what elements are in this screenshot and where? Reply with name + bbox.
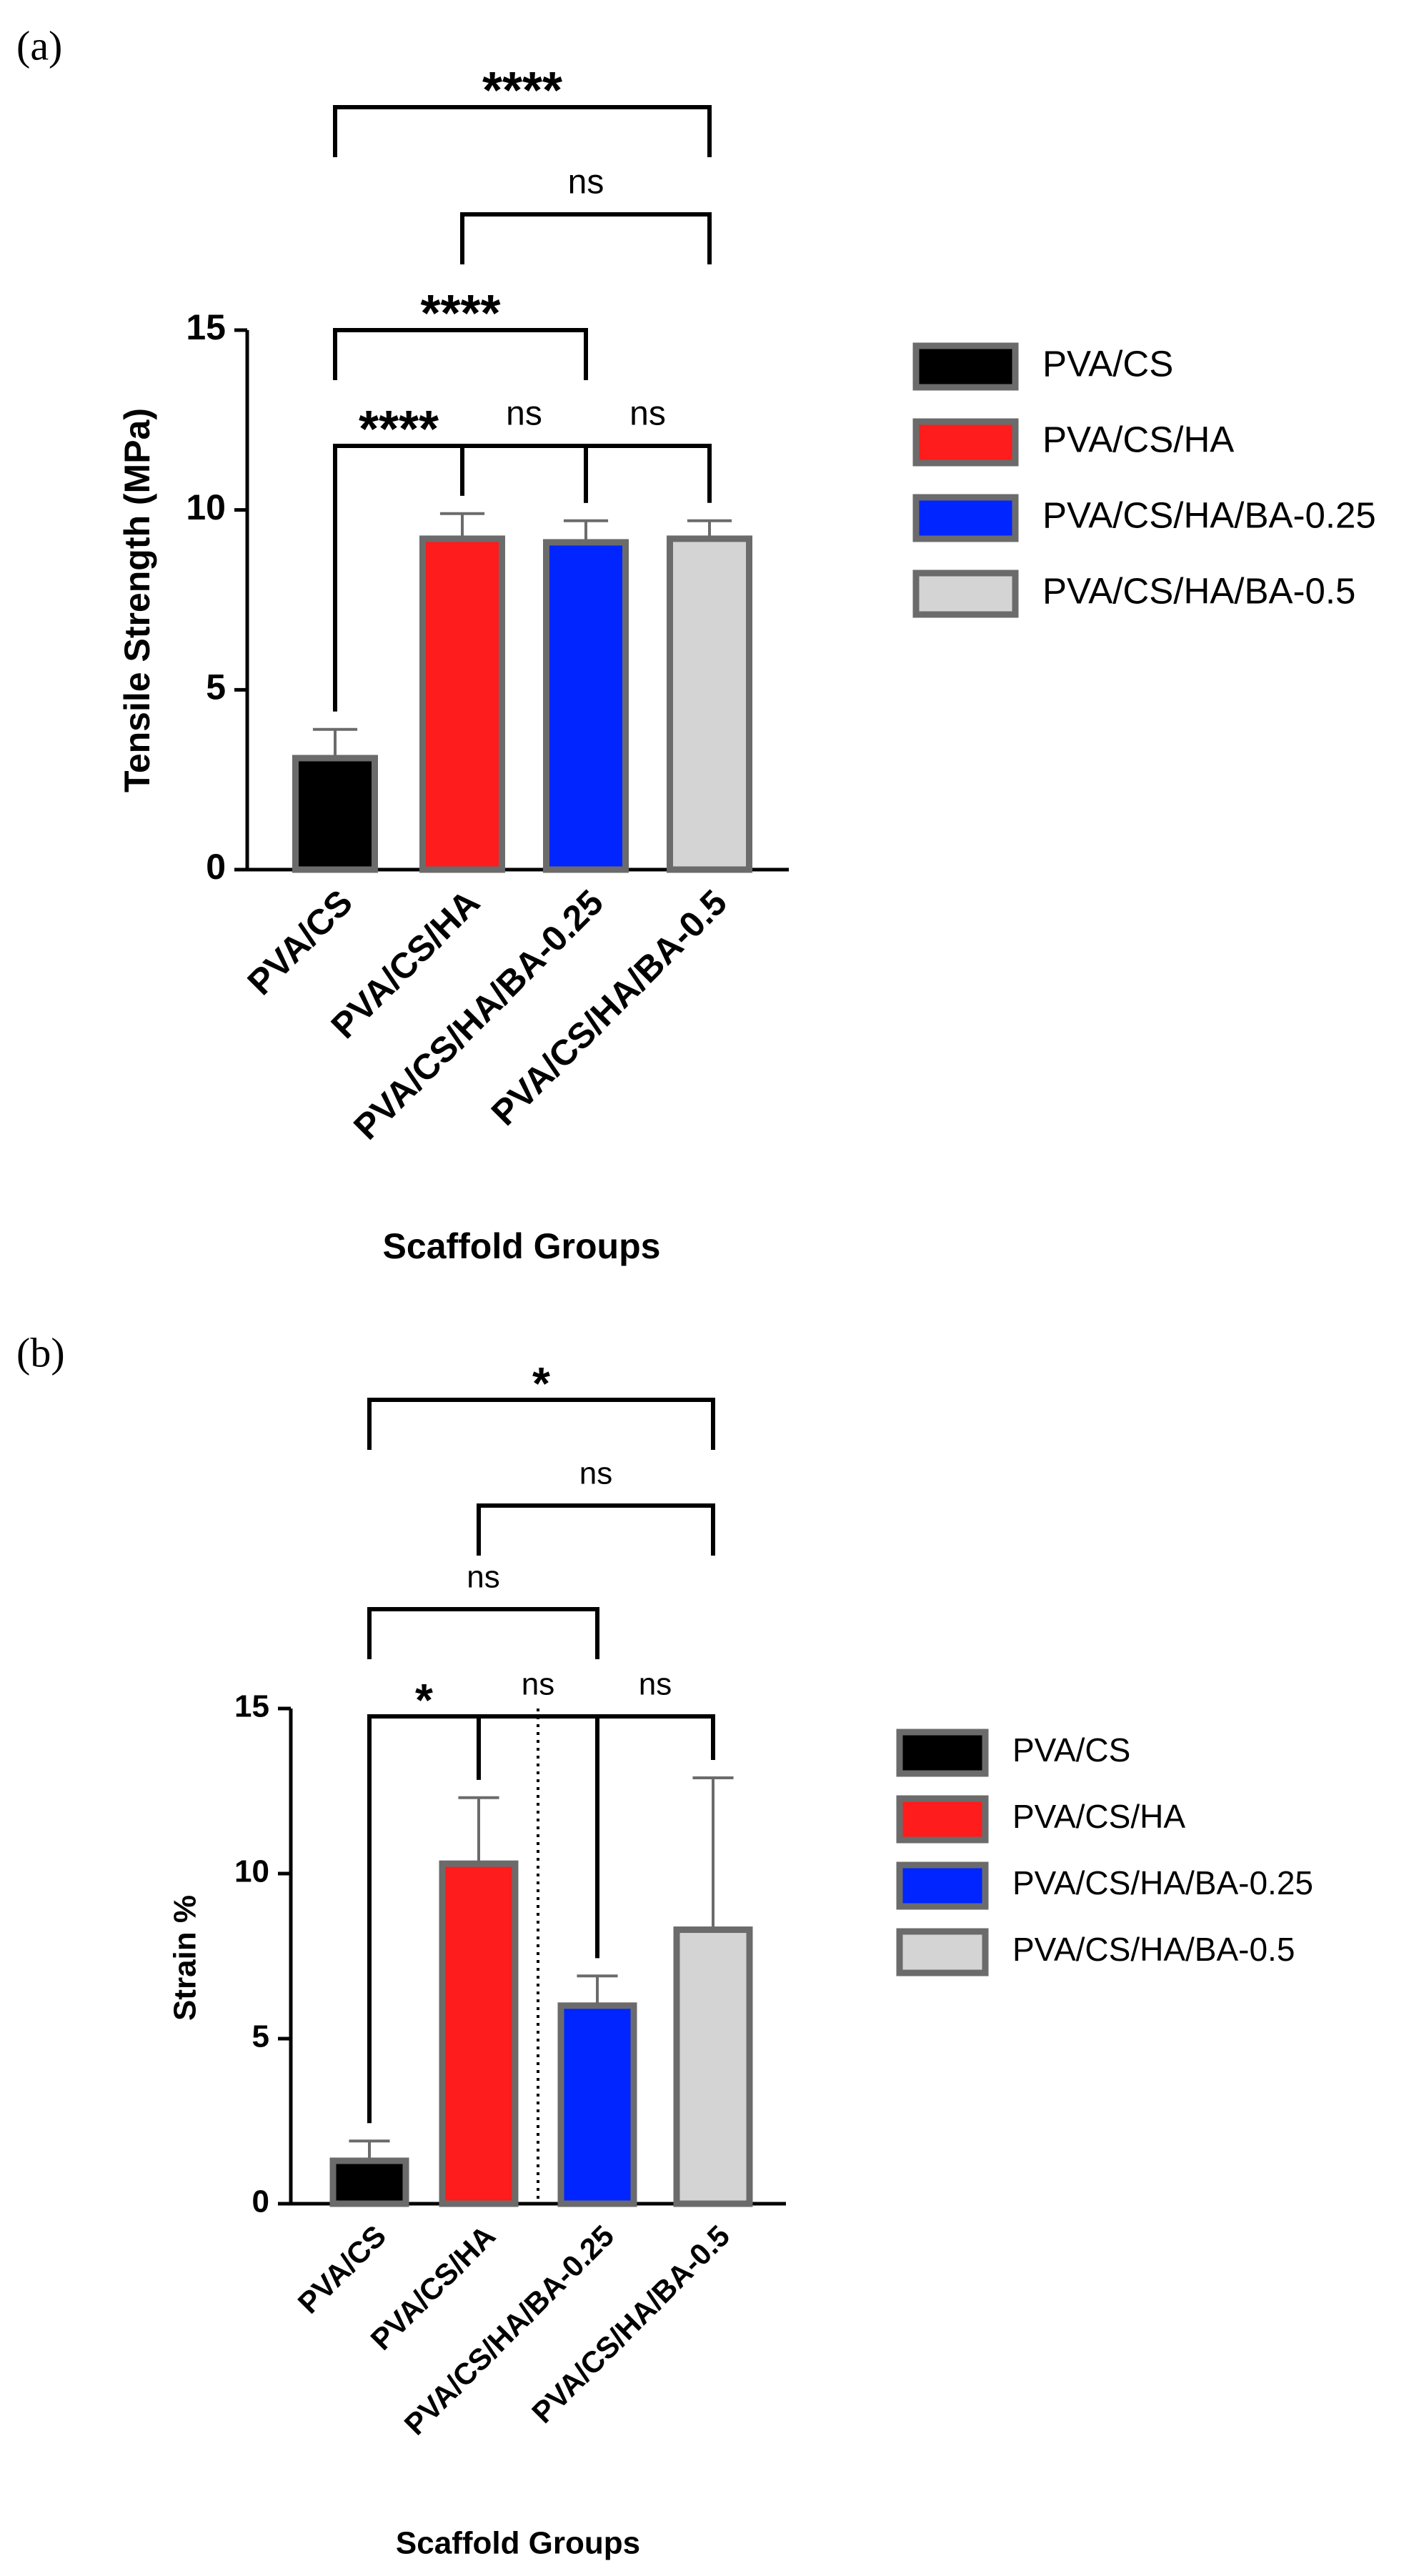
y-tick-label: 10 <box>234 1854 269 1889</box>
significance-bracket <box>333 328 588 380</box>
x-tick-label: PVA/CS <box>292 2219 393 2320</box>
y-tick-label: 0 <box>206 847 226 887</box>
bar <box>543 539 629 873</box>
significance-label: ns <box>639 1667 672 1702</box>
legend-label: PVA/CS/HA <box>1042 419 1234 459</box>
legend-label: PVA/CS/HA/BA-0.25 <box>1012 1864 1313 1901</box>
y-axis-label: Tensile Strength (MPa) <box>117 408 157 792</box>
y-tick-label: 15 <box>186 307 226 347</box>
bar <box>557 2002 637 2207</box>
legend-label: PVA/CS/HA <box>1012 1798 1185 1835</box>
x-tick-label: PVA/CS/HA/BA-0.25 <box>346 882 611 1148</box>
bar <box>673 1926 753 2207</box>
significance-label: ns <box>506 395 542 433</box>
legend-swatch <box>912 342 1019 391</box>
significance-label: * <box>415 1674 433 1726</box>
significance-label: * <box>532 1358 550 1409</box>
x-tick-label: PVA/CS/HA/BA-0.25 <box>398 2219 621 2442</box>
y-tick-label: 5 <box>252 2019 269 2054</box>
significance-label: **** <box>359 401 439 458</box>
significance-label: ns <box>568 164 604 202</box>
y-tick-label: 0 <box>252 2184 269 2219</box>
legend-swatch <box>912 418 1019 467</box>
legend-label: PVA/CS <box>1012 1731 1130 1769</box>
significance-label: ns <box>522 1667 554 1702</box>
legend-label: PVA/CS <box>1042 343 1173 384</box>
x-axis-label: Scaffold Groups <box>383 1226 661 1266</box>
panel-label: (a) <box>16 22 62 69</box>
significance-label: ns <box>579 1456 612 1491</box>
legend-label: PVA/CS/HA/BA-0.5 <box>1042 570 1355 611</box>
significance-bracket <box>333 105 712 157</box>
panel-label: (b) <box>16 1329 65 1376</box>
legend-swatch <box>896 1928 989 1976</box>
significance-bracket <box>367 1607 599 1659</box>
significance-bracket <box>584 444 712 503</box>
significance-label: ns <box>629 395 666 433</box>
legend-label: PVA/CS/HA/BA-0.5 <box>1012 1931 1295 1968</box>
bar <box>419 535 505 873</box>
significance-bracket <box>460 444 588 503</box>
significance-label: **** <box>420 285 500 342</box>
significance-label: **** <box>482 62 562 119</box>
legend-swatch <box>896 1729 989 1777</box>
significance-bracket <box>595 1714 715 1959</box>
y-tick-label: 5 <box>206 667 226 707</box>
significance-bracket <box>460 212 712 264</box>
bar <box>329 2157 409 2207</box>
legend-swatch <box>896 1795 989 1844</box>
x-tick-label: PVA/CS/HA/BA-0.5 <box>525 2219 736 2430</box>
bar <box>439 1860 519 2207</box>
legend-swatch <box>912 570 1019 618</box>
significance-label: ns <box>467 1560 499 1595</box>
y-axis-label: Strain % <box>168 1895 203 2021</box>
x-axis-label: Scaffold Groups <box>396 2526 640 2561</box>
legend-swatch <box>896 1861 989 1910</box>
y-tick-label: 10 <box>186 487 226 527</box>
bar <box>292 755 378 873</box>
x-tick-label: PVA/CS <box>240 882 361 1003</box>
significance-bracket <box>477 1503 715 1556</box>
legend-label: PVA/CS/HA/BA-0.25 <box>1042 494 1376 535</box>
bar <box>667 535 752 873</box>
y-tick-label: 15 <box>234 1689 269 1724</box>
legend-swatch <box>912 494 1019 542</box>
significance-bracket <box>367 1398 715 1450</box>
x-tick-label: PVA/CS/HA/BA-0.5 <box>484 882 735 1133</box>
